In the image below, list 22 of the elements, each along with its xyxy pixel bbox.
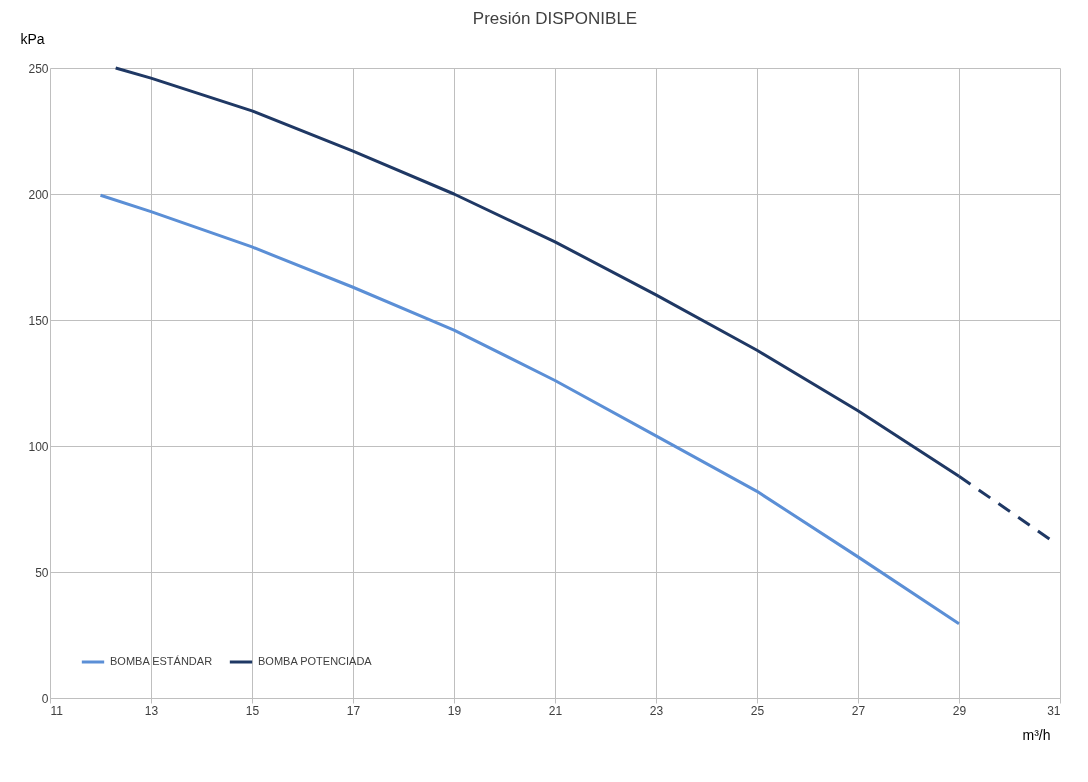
x-tick-label: 15 xyxy=(245,703,260,718)
y-axis-title: kPa xyxy=(20,30,45,47)
x-tick-label: 31 xyxy=(1047,703,1061,718)
y-tick-label: 250 xyxy=(28,61,49,76)
y-tick-label: 150 xyxy=(28,313,49,328)
y-tick-label: 0 xyxy=(41,691,49,706)
x-tick-label: 27 xyxy=(851,703,866,718)
y-tick-label: 200 xyxy=(28,187,49,202)
x-tick-label: 11 xyxy=(50,703,64,718)
chart-title: Presión DISPONIBLE xyxy=(472,9,638,28)
x-tick-label: 21 xyxy=(548,703,563,718)
x-tick-label: 19 xyxy=(447,703,462,718)
x-tick-label: 17 xyxy=(346,703,361,718)
x-tick-label: 23 xyxy=(649,703,664,718)
x-tick-label: 13 xyxy=(144,703,159,718)
x-tick-label: 29 xyxy=(952,703,967,718)
x-axis-title: m³/h xyxy=(1022,726,1051,743)
legend-label: BOMBA POTENCIADA xyxy=(258,655,373,667)
x-tick-label: 25 xyxy=(750,703,765,718)
y-tick-label: 100 xyxy=(28,439,49,454)
y-tick-label: 50 xyxy=(35,565,49,580)
legend-label: BOMBA ESTÁNDAR xyxy=(110,655,213,667)
